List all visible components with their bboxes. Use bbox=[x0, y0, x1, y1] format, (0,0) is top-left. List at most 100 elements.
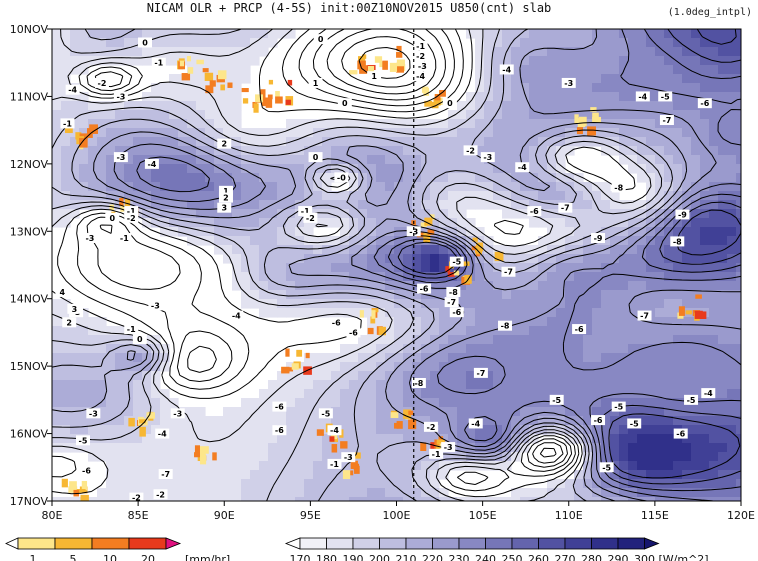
contour-label: -3 bbox=[85, 234, 94, 243]
olr-colorbar-label: 190 bbox=[343, 553, 364, 561]
contour-label-bg bbox=[65, 84, 80, 95]
olr-colorbar-cell bbox=[511, 537, 539, 550]
contour-label-bg bbox=[658, 91, 673, 102]
contour-level--3 bbox=[52, 29, 652, 498]
contour-label: -4 bbox=[330, 426, 339, 435]
contour-label-bg bbox=[55, 286, 70, 297]
contour-label: -4 bbox=[416, 72, 425, 81]
contour-label: -2 bbox=[156, 490, 165, 499]
contour-label-bg bbox=[659, 115, 674, 126]
olr-colorbar-cell bbox=[379, 537, 407, 550]
x-tick-label: 85E bbox=[128, 509, 149, 522]
contour-label-bg bbox=[697, 98, 712, 109]
contour-label: -3 bbox=[418, 62, 427, 71]
contour-label-bg bbox=[684, 394, 699, 405]
olr-colorbar-label: 270 bbox=[555, 553, 576, 561]
contour-label: 0 bbox=[137, 335, 143, 344]
contour-label-bg bbox=[591, 415, 606, 426]
contour-label-bg bbox=[170, 408, 185, 419]
contour-label-bg bbox=[303, 212, 318, 223]
x-tick-label: 110E bbox=[555, 509, 583, 522]
contour-label: 4 bbox=[60, 288, 66, 297]
prcp-colorbar-label: 5 bbox=[70, 553, 77, 561]
contour-label: 1 bbox=[313, 79, 319, 88]
y-tick-label: 15NOV bbox=[10, 360, 49, 373]
contour-label-bg bbox=[129, 492, 144, 501]
olr-colorbar-low-arrow bbox=[284, 537, 301, 550]
olr-colorbar-high-arrow bbox=[644, 537, 660, 550]
olr-colorbar-cell bbox=[617, 537, 645, 550]
contour-label: -2 bbox=[466, 146, 475, 155]
x-tick-label: 80E bbox=[42, 509, 63, 522]
contour-label-bg bbox=[423, 421, 438, 432]
contour-label: -3 bbox=[116, 153, 125, 162]
contour-label: -2 bbox=[427, 423, 436, 432]
contour-label-bg bbox=[94, 77, 109, 88]
contour-label: -0 bbox=[337, 173, 346, 182]
contour-label: -6 bbox=[275, 403, 284, 412]
contour-label-bg bbox=[441, 442, 456, 453]
y-tick-label: 13NOV bbox=[10, 225, 49, 238]
contour-label-bg bbox=[675, 209, 690, 220]
contour-label: -7 bbox=[504, 268, 513, 277]
olr-colorbar-label: 200 bbox=[369, 553, 390, 561]
contour-label: -7 bbox=[640, 312, 649, 321]
contour-label-bg bbox=[153, 489, 168, 500]
contour-label: 2 bbox=[66, 318, 72, 327]
contour-label-bg bbox=[572, 324, 587, 335]
contour-label: -4 bbox=[518, 163, 527, 172]
contour-label-bg bbox=[158, 469, 173, 480]
contour-label-bg bbox=[561, 77, 576, 88]
contour-label: -3 bbox=[344, 453, 353, 462]
olr-colorbar-label: 260 bbox=[528, 553, 549, 561]
contour-label: -4 bbox=[232, 312, 241, 321]
contour-label-bg bbox=[337, 98, 352, 109]
contour-label-bg bbox=[218, 185, 233, 196]
olr-colorbar-label: 220 bbox=[422, 553, 443, 561]
contour-label: 1 bbox=[371, 72, 377, 81]
contour-label: -4 bbox=[502, 65, 511, 74]
contour-label-bg bbox=[124, 206, 139, 217]
contour-label-bg bbox=[670, 236, 685, 247]
contour-label-bg bbox=[334, 172, 349, 183]
contour-label-bg bbox=[442, 98, 457, 109]
contour-label-bg bbox=[527, 206, 542, 217]
contour-label: -3 bbox=[409, 227, 418, 236]
olr-colorbar-cell bbox=[326, 537, 354, 550]
contour-label: -5 bbox=[630, 419, 639, 428]
contour-level-5 bbox=[397, 29, 741, 479]
contour-label-bg bbox=[151, 57, 166, 68]
contour-label: -4 bbox=[471, 419, 480, 428]
contour-label-bg bbox=[60, 118, 75, 129]
y-tick-label: 11NOV bbox=[10, 90, 49, 103]
contour-label-bg bbox=[318, 408, 333, 419]
contour-label: -6 bbox=[82, 467, 91, 476]
olr-colorbar-cell bbox=[485, 537, 513, 550]
contour-label-bg bbox=[558, 202, 573, 213]
contour-label: -3 bbox=[483, 153, 492, 162]
contour-label-bg bbox=[155, 428, 170, 439]
contour-label: -1 bbox=[432, 450, 441, 459]
contour-label: -5 bbox=[452, 258, 461, 267]
contour-label-bg bbox=[217, 138, 232, 149]
olr-colorbar: 170 180 190 200 210 220 230 240 250 260 270 280 290 3… bbox=[284, 537, 709, 561]
contour-label-bg bbox=[599, 462, 614, 473]
contour-label-bg bbox=[637, 310, 652, 321]
contour-label: -3 bbox=[89, 409, 98, 418]
contour-label: -2 bbox=[98, 79, 107, 88]
contour-label: -2 bbox=[306, 214, 315, 223]
chart-note: (1.0deg_intpl) bbox=[667, 7, 752, 18]
olr-colorbar-cell bbox=[299, 537, 327, 550]
contour-label: -1 bbox=[120, 234, 129, 243]
olr-colorbar-cell bbox=[591, 537, 619, 550]
contour-label: -5 bbox=[687, 396, 696, 405]
contour-label: -5 bbox=[602, 463, 611, 472]
prcp-colorbar-label: 20 bbox=[141, 553, 155, 561]
contour-label-bg bbox=[124, 212, 139, 223]
contour-label: 0 bbox=[447, 99, 453, 108]
contour-label: -3 bbox=[444, 443, 453, 452]
contour-label-bg bbox=[113, 91, 128, 102]
contour-label-bg bbox=[82, 233, 97, 244]
contour-level--4 bbox=[76, 29, 636, 492]
